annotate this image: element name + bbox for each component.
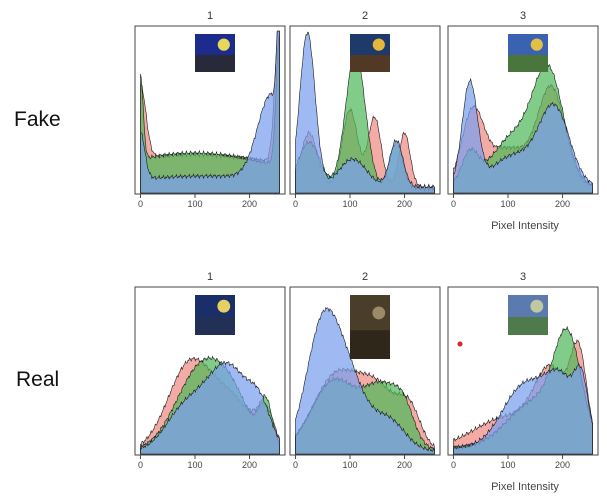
- painting-thumbnail-ground-0-2: [508, 54, 548, 72]
- row-label-fake: Fake: [14, 108, 61, 131]
- painting-thumbnail-highlight-1-0: [217, 299, 231, 313]
- histogram-area-1-1-2: [295, 307, 435, 455]
- row-label-real: Real: [16, 368, 60, 391]
- x-tick-label-1-1-2: 200: [397, 460, 412, 470]
- x-tick-label-0-2-2: 200: [555, 199, 570, 209]
- histogram-area-1-0-2: [140, 360, 280, 455]
- panel-frame-1-2: [447, 286, 599, 456]
- painting-thumbnail-ground-1-1: [350, 330, 390, 359]
- x-tick-label-1-0-1: 100: [187, 460, 202, 470]
- x-tick-label-0-2-1: 100: [500, 199, 515, 209]
- histogram-area-0-2-2: [453, 77, 593, 194]
- x-tick-label-0-0-1: 100: [187, 199, 202, 209]
- panel-frame-1-0: [134, 286, 286, 456]
- x-tick-label-1-2-2: 200: [555, 460, 570, 470]
- x-tick-label-1-2-0: 0: [451, 460, 456, 470]
- painting-thumbnail-ground-0-0: [195, 54, 235, 72]
- panel-title-0-0: 1: [207, 10, 213, 22]
- panel-title-1-2: 3: [520, 271, 526, 283]
- x-tick-label-1-1-1: 100: [342, 460, 357, 470]
- x-tick-label-0-2-0: 0: [451, 199, 456, 209]
- x-tick-label-1-0-2: 200: [242, 460, 257, 470]
- x-tick-label-0-0-0: 0: [138, 199, 143, 209]
- x-tick-label-1-0-0: 0: [138, 460, 143, 470]
- panel-frame-0-2: [447, 25, 599, 195]
- panel-frame-0-1: [289, 25, 441, 195]
- panel-title-1-1: 2: [362, 271, 368, 283]
- painting-thumbnail-highlight-0-2: [530, 38, 543, 51]
- histogram-area-0-0-2: [140, 30, 280, 194]
- histogram-area-0-1-2: [295, 31, 435, 194]
- painting-thumbnail-ground-0-1: [350, 54, 390, 72]
- x-tick-label-0-0-2: 200: [242, 199, 257, 209]
- red-marker: [457, 341, 463, 347]
- painting-thumbnail-highlight-1-1: [372, 306, 386, 320]
- painting-thumbnail-ground-1-0: [195, 317, 235, 335]
- panel-title-1-0: 1: [207, 271, 213, 283]
- x-tick-label-0-1-0: 0: [293, 199, 298, 209]
- x-tick-label-1-2-1: 100: [500, 460, 515, 470]
- panel-title-0-1: 2: [362, 10, 368, 22]
- panel-frame-1-1: [289, 286, 441, 456]
- panel-frame-0-0: [134, 25, 286, 195]
- x-tick-label-0-1-2: 200: [397, 199, 412, 209]
- x-tick-label-0-1-1: 100: [342, 199, 357, 209]
- painting-thumbnail-highlight-0-1: [372, 38, 385, 51]
- panel-title-0-2: 3: [520, 10, 526, 22]
- x-axis-title-0: Pixel Intensity: [491, 220, 559, 232]
- painting-thumbnail-highlight-0-0: [217, 38, 230, 51]
- x-axis-title-1: Pixel Intensity: [491, 481, 559, 493]
- painting-thumbnail-ground-1-2: [508, 317, 548, 335]
- x-tick-label-1-1-0: 0: [293, 460, 298, 470]
- painting-thumbnail-highlight-1-2: [530, 299, 544, 313]
- histogram-area-1-2-2: [453, 362, 593, 455]
